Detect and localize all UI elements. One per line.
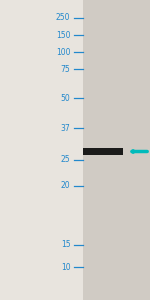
- Text: 250: 250: [56, 14, 70, 22]
- Text: 20: 20: [61, 182, 70, 190]
- Bar: [82, 0, 150, 300]
- Bar: [82, 148, 123, 155]
- Text: 50: 50: [61, 94, 70, 103]
- Text: 150: 150: [56, 31, 70, 40]
- Text: 10: 10: [61, 262, 70, 272]
- Text: 37: 37: [61, 124, 70, 133]
- Text: 75: 75: [61, 65, 70, 74]
- Text: 25: 25: [61, 155, 70, 164]
- Text: 15: 15: [61, 240, 70, 249]
- Text: 100: 100: [56, 48, 70, 57]
